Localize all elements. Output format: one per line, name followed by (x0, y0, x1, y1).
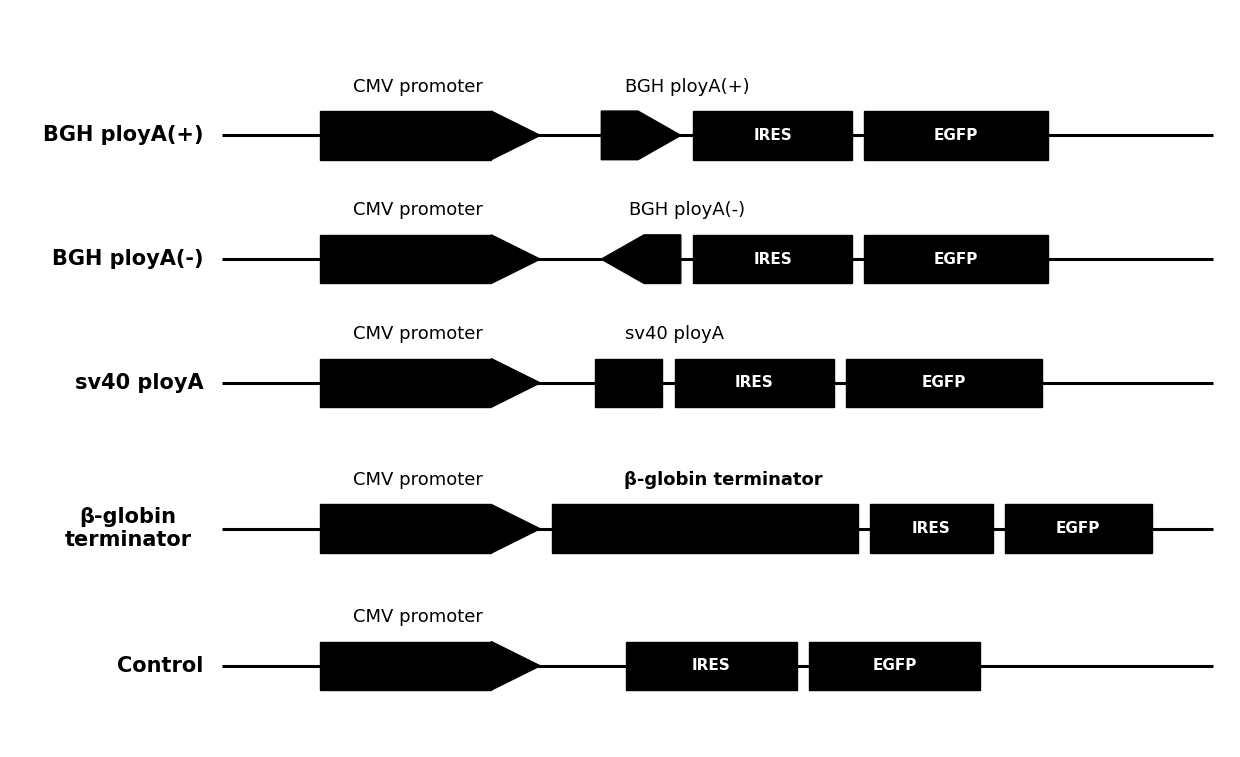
Bar (595, 359, 662, 407)
Bar (320, 504, 491, 553)
Polygon shape (491, 359, 541, 407)
Bar (320, 235, 491, 283)
Text: IRES: IRES (735, 375, 774, 391)
Bar (675, 359, 833, 407)
Text: CMV promoter: CMV promoter (353, 471, 482, 489)
Text: EGFP: EGFP (934, 128, 978, 143)
Text: BGH ployA(-): BGH ployA(-) (52, 249, 203, 269)
Text: CMV promoter: CMV promoter (353, 326, 482, 343)
Text: CMV promoter: CMV promoter (353, 608, 482, 626)
Bar (846, 359, 1042, 407)
Polygon shape (601, 111, 681, 160)
Bar (864, 111, 1048, 160)
Text: BGH ployA(+): BGH ployA(+) (625, 78, 749, 95)
Text: Control: Control (118, 656, 203, 676)
Bar (320, 641, 491, 690)
Polygon shape (601, 235, 681, 283)
Text: sv40 ployA: sv40 ployA (76, 373, 203, 393)
Bar (552, 504, 858, 553)
Text: CMV promoter: CMV promoter (353, 201, 482, 220)
Polygon shape (491, 111, 541, 160)
Bar (693, 235, 852, 283)
Text: IRES: IRES (753, 128, 792, 143)
Bar (1004, 504, 1152, 553)
Polygon shape (491, 235, 541, 283)
Text: IRES: IRES (692, 659, 730, 673)
Text: CMV promoter: CMV promoter (353, 78, 482, 95)
Bar (864, 235, 1048, 283)
Text: BGH ployA(-): BGH ployA(-) (629, 201, 745, 220)
Polygon shape (491, 641, 541, 690)
Text: sv40 ployA: sv40 ployA (625, 326, 724, 343)
Bar (693, 111, 852, 160)
Text: IRES: IRES (913, 522, 951, 536)
Bar (320, 359, 491, 407)
Bar (810, 641, 981, 690)
Polygon shape (491, 504, 541, 553)
Bar (626, 641, 797, 690)
Text: β-globin
terminator: β-globin terminator (64, 507, 192, 550)
Text: BGH ployA(+): BGH ployA(+) (43, 126, 203, 145)
Text: EGFP: EGFP (1056, 522, 1100, 536)
Bar (870, 504, 993, 553)
Text: EGFP: EGFP (921, 375, 966, 391)
Text: EGFP: EGFP (873, 659, 918, 673)
Text: EGFP: EGFP (934, 251, 978, 266)
Text: IRES: IRES (753, 251, 792, 266)
Bar (320, 111, 491, 160)
Text: β-globin terminator: β-globin terminator (624, 471, 823, 489)
